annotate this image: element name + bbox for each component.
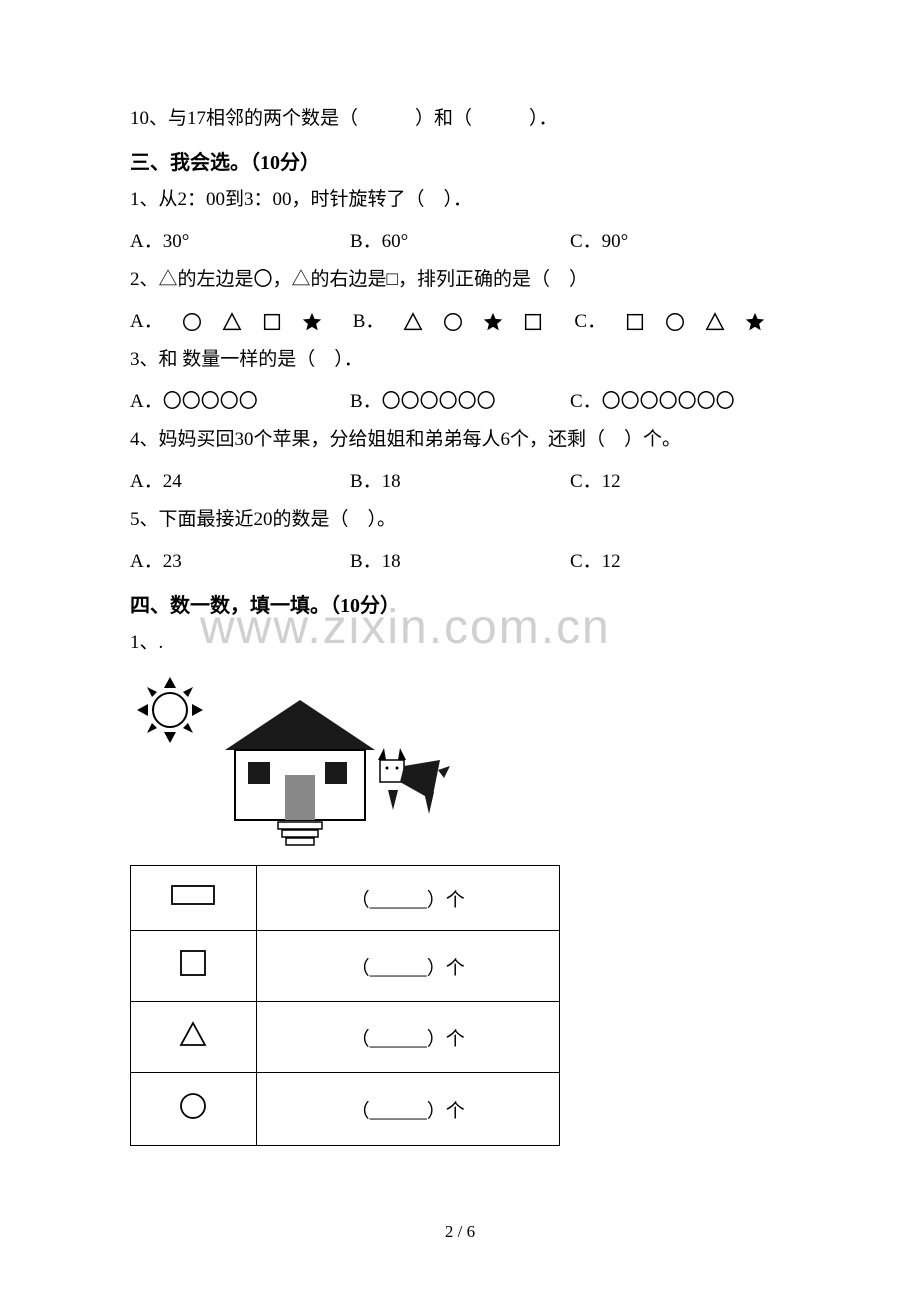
- s3-q2-options: A． B． C．: [130, 303, 790, 341]
- s4-q1-label: 1、.: [130, 624, 790, 662]
- s3-q1-options: A．30° B．60° C．90°: [130, 223, 790, 261]
- star-icon: [744, 311, 766, 333]
- square-icon: [624, 311, 646, 333]
- star-icon: [301, 311, 323, 333]
- s3-q5-text: 5、下面最接近20的数是（ ）。: [130, 501, 790, 539]
- table-row: （______）个: [131, 866, 560, 931]
- s3-q4-text: 4、妈妈买回30个苹果，分给姐姐和弟弟每人6个，还剩（ ）个。: [130, 421, 790, 459]
- circle-icon: [442, 311, 464, 333]
- s3-q4-optC: C．12: [570, 463, 790, 501]
- page-footer: 2 / 6: [0, 1222, 920, 1242]
- circle-icon: [178, 1091, 208, 1121]
- section4-header: 四、数一数，填一填。（10分）: [130, 589, 790, 618]
- s3-q4-options: A．24 B．18 C．12: [130, 463, 790, 501]
- answer-cell: （______）个: [256, 1073, 559, 1146]
- s3-q2-labelC: C．: [574, 303, 606, 341]
- s3-q1-optC: C．90°: [570, 223, 790, 261]
- s3-q5-optB: B．18: [350, 543, 570, 581]
- circle-icon: [181, 311, 203, 333]
- s3-q3-options: A．〇〇〇〇〇 B．〇〇〇〇〇〇 C．〇〇〇〇〇〇〇: [130, 383, 790, 421]
- question-10: 10、与17相邻的两个数是（ ）和（ ）．: [130, 100, 790, 138]
- table-row: （______）个: [131, 1073, 560, 1146]
- s3-q3-optA: A．〇〇〇〇〇: [130, 383, 350, 421]
- s3-q2-labelB: B．: [353, 303, 385, 341]
- triangle-icon: [704, 311, 726, 333]
- shape-cell-circle: [131, 1073, 257, 1146]
- s3-q4-optA: A．24: [130, 463, 350, 501]
- s3-q3-text: 3、和 数量一样的是（ ）．: [130, 341, 790, 379]
- answer-cell: （______）个: [256, 1002, 559, 1073]
- rect-wide-icon: [170, 884, 216, 906]
- square-icon: [261, 311, 283, 333]
- s3-q1-text: 1、从2：00到3：00，时针旋转了（ ）．: [130, 181, 790, 219]
- s3-q2-text: 2、△的左边是〇，△的右边是□，排列正确的是（ ）: [130, 261, 790, 299]
- triangle-icon: [221, 311, 243, 333]
- triangle-icon: [402, 311, 424, 333]
- square-icon: [522, 311, 544, 333]
- shape-cell-rect: [131, 866, 257, 931]
- page-content: 10、与17相邻的两个数是（ ）和（ ）． 三、我会选。（10分） 1、从2：0…: [0, 0, 920, 1186]
- table-row: （______）个: [131, 1002, 560, 1073]
- s3-q5-options: A．23 B．18 C．12: [130, 543, 790, 581]
- count-table: （______）个 （______）个 （______）个 （______）个: [130, 865, 560, 1146]
- circle-icon: [664, 311, 686, 333]
- triangle-icon: [178, 1020, 208, 1048]
- answer-cell: （______）个: [256, 931, 559, 1002]
- s3-q1-optB: B．60°: [350, 223, 570, 261]
- s3-q5-optC: C．12: [570, 543, 790, 581]
- s3-q3-optB: B．〇〇〇〇〇〇: [350, 383, 570, 421]
- shape-cell-triangle: [131, 1002, 257, 1073]
- s3-q4-optB: B．18: [350, 463, 570, 501]
- s3-q2-labelA: A．: [130, 303, 163, 341]
- table-row: （______）个: [131, 931, 560, 1002]
- s3-q5-optA: A．23: [130, 543, 350, 581]
- section3-header: 三、我会选。（10分）: [130, 146, 790, 175]
- square-icon: [179, 949, 207, 977]
- s3-q3-optC: C．〇〇〇〇〇〇〇: [570, 383, 790, 421]
- s3-q1-optA: A．30°: [130, 223, 350, 261]
- answer-cell: （______）个: [256, 866, 559, 931]
- star-icon: [482, 311, 504, 333]
- shape-cell-square: [131, 931, 257, 1002]
- shape-picture: [130, 670, 790, 855]
